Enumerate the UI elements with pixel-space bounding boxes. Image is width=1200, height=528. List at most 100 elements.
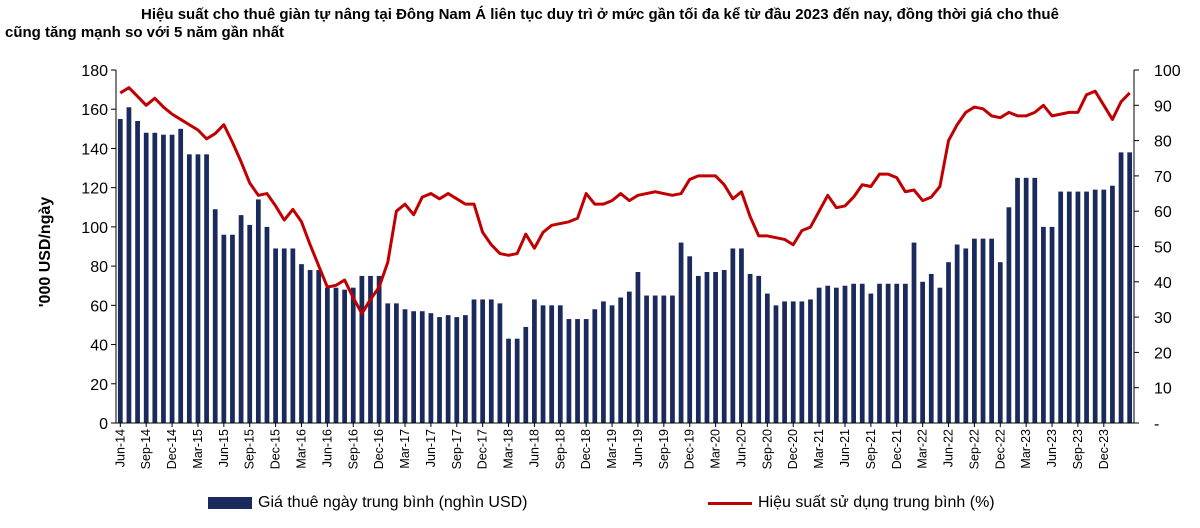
legend-bar-swatch [208,497,252,509]
bar-26 [342,289,347,423]
bar-42 [480,299,486,423]
bar-13 [230,234,235,423]
bar-51 [557,305,563,423]
x-tick-label: Dec-14 [165,429,179,469]
x-tick-label: Jun-21 [838,429,852,467]
bar-30 [376,275,382,423]
bar-97 [954,244,960,423]
bar-0 [117,119,123,423]
x-tick-label: Jun-15 [217,429,231,467]
y-left-tick-label: 80 [90,259,108,276]
bar-109 [1058,191,1064,423]
x-tick-label: Mar-18 [502,429,516,469]
bar-96 [946,262,951,423]
bar-83 [833,287,839,423]
bar-63 [661,295,667,423]
bar-45 [506,338,511,423]
bar-110 [1066,191,1072,423]
bar-34 [411,311,416,423]
bar-18 [273,248,278,423]
bar-24 [324,287,330,423]
bar-72 [739,248,744,423]
y-right-tick-label: 100 [1154,63,1181,80]
x-axis-ticks: Jun-14 Sep-14 Dec-14 Mar-15 Jun-15 Sep-15 Dec-… [113,423,1111,469]
bar-103 [1006,207,1012,423]
y-right-tick-label: 80 [1154,134,1172,151]
chart-title-line-1: Hiệu suất cho thuê giàn tự nâng tại Đông… [141,6,1059,23]
x-tick-label: Mar-20 [709,429,723,469]
x-tick-label: Sep-18 [553,429,567,469]
bar-19 [281,248,287,423]
y-left-tick-label: 120 [81,181,108,198]
y-left-tick-label: 40 [90,338,108,355]
x-tick-label: Jun-19 [631,429,645,467]
bar-113 [1092,189,1098,423]
x-tick-label: Sep-16 [346,429,360,469]
x-tick-label: Jun-14 [113,429,127,467]
bar-78 [790,301,796,423]
bar-5 [161,134,166,423]
bar-106 [1032,177,1038,423]
bar-10 [204,154,209,423]
y-left-tick-label: 60 [90,298,108,315]
y-right-tick-label: 70 [1154,169,1172,186]
x-tick-label: Sep-23 [1071,429,1085,469]
x-tick-label: Jun-23 [1045,429,1059,467]
y-left-tick-label: 100 [81,220,108,237]
bar-64 [670,295,675,423]
bar-88 [877,283,882,423]
bar-41 [471,299,477,423]
chart-title-line-2: cũng tăng mạnh so với 5 năm gần nhất [5,24,285,41]
bar-4 [152,132,158,423]
bar-57 [609,305,615,423]
bar-53 [575,319,580,423]
bar-76 [773,305,779,423]
bar-33 [402,309,408,423]
bar-108 [1049,226,1055,423]
x-tick-label: Mar-21 [812,429,826,469]
x-tick-label: Mar-23 [1019,429,1033,469]
bar-9 [195,154,201,423]
x-tick-label: Sep-14 [139,429,153,469]
bar-95 [937,287,943,423]
x-tick-label: Dec-18 [579,429,593,469]
utilization-line [119,86,1131,316]
bar-8 [186,154,192,423]
chart-title: Hiệu suất cho thuê giàn tự nâng tại Đông… [0,6,1200,42]
x-tick-label: Dec-21 [890,429,904,469]
bar-98 [963,248,969,423]
bar-61 [644,295,649,423]
bar-54 [583,319,589,423]
x-tick-label: Mar-22 [916,429,930,469]
x-tick-label: Dec-22 [993,429,1007,469]
x-tick-label: Mar-19 [605,429,619,469]
y-right-tick-label: 20 [1154,345,1172,362]
x-tick-label: Mar-17 [398,429,412,469]
bar-111 [1075,191,1081,423]
x-tick-label: Jun-16 [320,429,334,467]
x-tick-label: Sep-20 [760,429,774,469]
x-tick-label: Dec-23 [1097,429,1111,469]
y-right-tick-label: 40 [1154,275,1172,292]
bar-15 [247,224,253,423]
bar-25 [333,287,339,423]
bar-12 [221,234,227,423]
y-right-tick-label: 90 [1154,98,1172,115]
bar-11 [212,209,218,423]
bar-60 [635,271,641,423]
bar-82 [825,285,831,423]
legend-line-swatch [708,501,752,505]
bar-48 [532,299,537,423]
legend-item-line: Hiệu suất sử dụng trung bình (%) [708,494,995,512]
x-tick-label: Jun-18 [527,429,541,467]
bar-87 [868,293,874,423]
bar-47 [523,326,529,423]
bar-105 [1023,177,1029,423]
bar-65 [678,242,684,423]
bar-58 [618,297,624,423]
bar-74 [756,275,762,423]
bar-56 [601,301,606,423]
bar-115 [1110,185,1115,423]
bar-35 [419,311,425,423]
